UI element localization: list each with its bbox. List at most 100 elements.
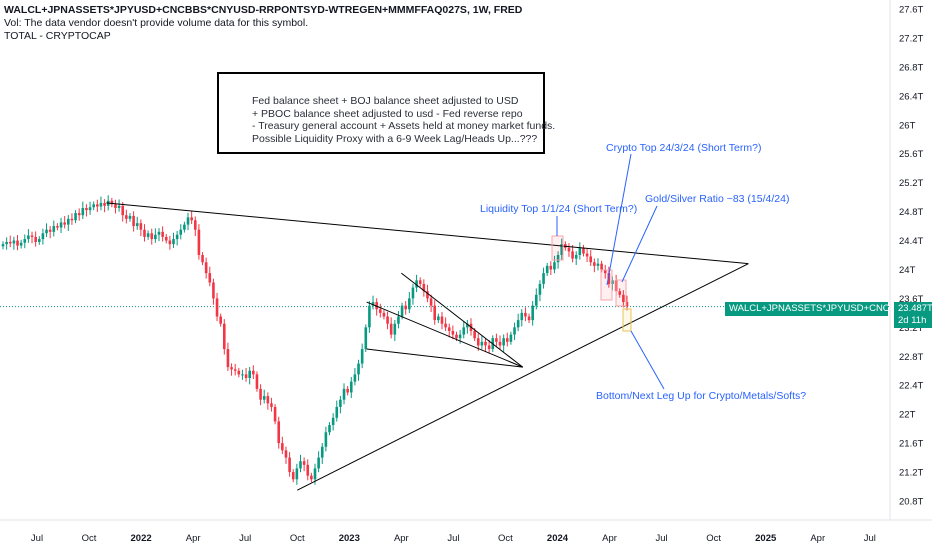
x-tick-label: Jul [31, 533, 43, 544]
candle-body [622, 294, 625, 303]
candle-body [422, 283, 426, 292]
candle-body [277, 421, 281, 444]
candle-body [411, 287, 415, 299]
candle-body [585, 253, 589, 257]
candle-body [284, 450, 288, 458]
candle-body [437, 316, 440, 321]
candle-body [175, 234, 179, 240]
candle-body [357, 363, 360, 375]
candle-body [179, 229, 183, 235]
candle-body [538, 283, 542, 295]
candle-body [125, 215, 128, 219]
candle-body [487, 345, 491, 350]
symbol-title[interactable]: WALCL+JPNASSETS*JPYUSD+CNCBBS*CNYUSD-RRP… [4, 4, 523, 16]
candle-body [473, 330, 476, 339]
note-line: Fed balance sheet + BOJ balance sheet ad… [252, 95, 519, 107]
candle-body [143, 229, 146, 237]
candle-body [59, 222, 63, 228]
candle-body [19, 242, 23, 246]
x-tick-label: Jul [656, 533, 668, 544]
y-tick-label: 26.8T [899, 62, 923, 73]
candle-body [161, 231, 164, 237]
overlay-name[interactable]: TOTAL - CRYPTOCAP [4, 30, 111, 42]
candle-body [495, 338, 498, 342]
y-tick-label: 26T [899, 120, 916, 131]
candle-body [505, 338, 509, 342]
crypto-top-box [600, 269, 613, 301]
annotation-liquidity-top[interactable]: Liquidity Top 1/1/24 (Short Term?) [480, 203, 638, 215]
candle-body [121, 205, 125, 216]
candle-body [237, 370, 241, 375]
candle-body [502, 338, 505, 346]
candle-body [204, 262, 208, 274]
candle-body [252, 370, 255, 375]
y-tick-label: 21.2T [899, 468, 923, 479]
candle-body [92, 204, 95, 208]
candle-body [578, 247, 582, 255]
x-tick-label: 2025 [755, 533, 777, 544]
x-tick-label: Oct [498, 533, 513, 544]
note-box[interactable]: Fed balance sheet + BOJ balance sheet ad… [217, 72, 556, 154]
candle-body [48, 229, 52, 232]
candle-body [52, 226, 56, 232]
y-tick-label: 24T [899, 265, 916, 276]
candle-body [302, 461, 306, 465]
candle-body [226, 349, 230, 368]
annotation-bottom[interactable]: Bottom/Next Leg Up for Crypto/Metals/Sof… [596, 390, 807, 402]
y-tick-label: 22T [899, 410, 916, 421]
candle-body [313, 468, 317, 480]
candle-body [408, 298, 411, 310]
note-line: - Treasury general account + Assets held… [252, 120, 556, 132]
candle-body [164, 236, 168, 241]
candle-body [433, 305, 437, 321]
candle-body [306, 464, 310, 476]
candle-body [157, 231, 161, 235]
x-tick-label: Oct [290, 533, 305, 544]
candle-body [281, 443, 284, 451]
candle-body [12, 240, 16, 244]
candle-body [45, 229, 48, 234]
candle-body [571, 251, 574, 259]
candle-body [117, 205, 121, 208]
candle-body [219, 316, 222, 324]
candle-body [527, 316, 531, 321]
candle-body [498, 341, 502, 346]
candle-body [393, 323, 397, 335]
candle-body [447, 327, 451, 331]
annotation-crypto-top[interactable]: Crypto Top 24/3/24 (Short Term?) [606, 142, 762, 154]
x-tick-label: Apr [810, 533, 825, 544]
candle-body [476, 338, 480, 346]
candle-body [299, 461, 302, 469]
candle-body [201, 255, 204, 263]
candle-body [183, 224, 186, 230]
candle-body [273, 406, 277, 422]
candle-body [88, 207, 92, 211]
candle-body [233, 369, 237, 371]
note-line: + PBOC balance sheet adjusted to usd - F… [252, 107, 523, 120]
candle-body [41, 233, 45, 240]
candle-body [154, 234, 157, 240]
candle-body [190, 217, 193, 221]
candle-body [429, 298, 433, 306]
candle-body [1, 244, 5, 247]
y-tick-label: 27.2T [899, 33, 923, 44]
candle-body [360, 349, 364, 364]
candle-body [364, 327, 368, 350]
candle-body [596, 263, 600, 266]
candle-body [270, 403, 273, 407]
candle-body [77, 213, 81, 216]
x-tick-label: Oct [82, 533, 97, 544]
candle-body [516, 320, 520, 328]
y-tick-label: 26.4T [899, 91, 923, 102]
candle-body [85, 207, 88, 211]
candle-body [67, 218, 70, 225]
candle-body [103, 202, 106, 206]
last-price-box: 23.487T 2d 11h [894, 302, 932, 328]
candle-body [186, 217, 190, 225]
candle-body [349, 381, 353, 393]
candle-body [353, 374, 357, 382]
candle-body [480, 341, 484, 346]
annotation-gold-silver[interactable]: Gold/Silver Ratio ~83 (15/4/24) [645, 193, 790, 205]
candle-body [74, 213, 77, 221]
